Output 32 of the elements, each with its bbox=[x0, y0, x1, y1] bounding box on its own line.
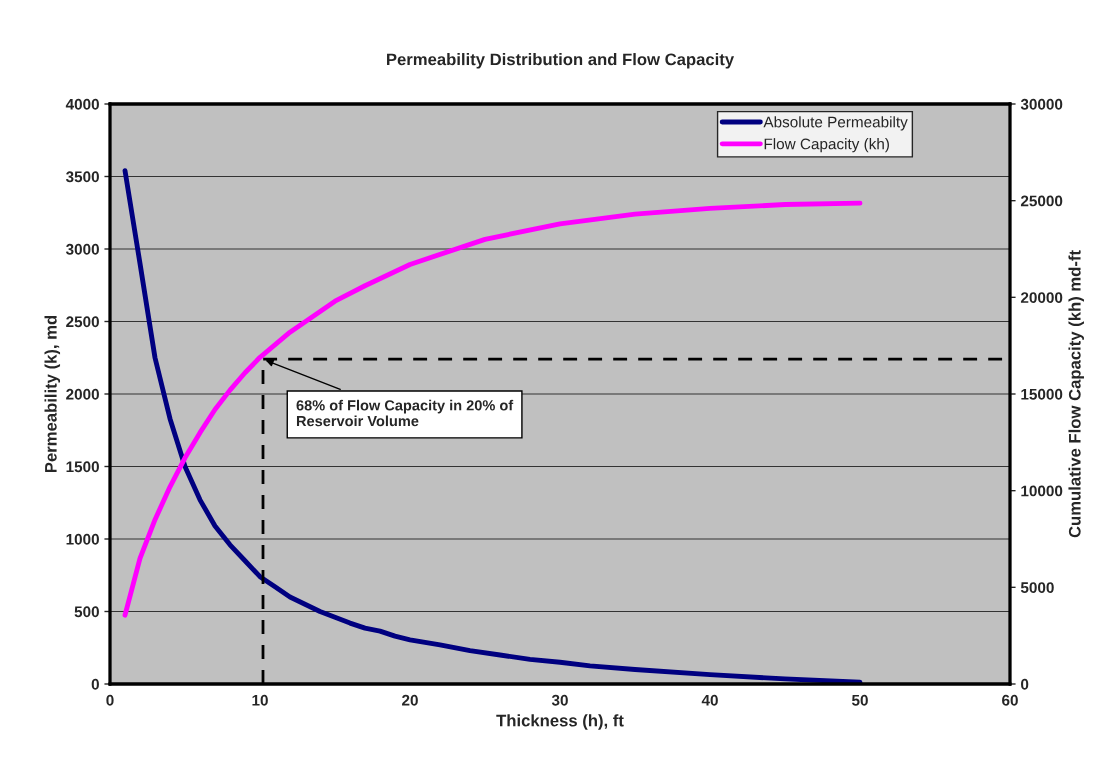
y-tick-label: 500 bbox=[74, 606, 99, 618]
y2-tick-label: 20000 bbox=[1020, 292, 1063, 304]
x-tick-label: 50 bbox=[851, 694, 868, 706]
x-tick-label: 10 bbox=[252, 694, 268, 706]
y-tick-label: 3000 bbox=[65, 243, 99, 255]
x-tick-label: 0 bbox=[106, 694, 114, 706]
y2-tick-label: 0 bbox=[1021, 678, 1029, 690]
line-series bbox=[122, 200, 863, 618]
line-series bbox=[122, 168, 863, 684]
y-tick-label: 1500 bbox=[66, 461, 99, 473]
y-tick-label: 4000 bbox=[65, 98, 99, 110]
legend-label: Flow Capacity (kh) bbox=[764, 138, 889, 153]
y-tick-label: 2000 bbox=[66, 388, 99, 400]
chart-title: Permeability Distribution and Flow Capacity bbox=[387, 53, 735, 69]
x-tick-label: 40 bbox=[701, 694, 718, 706]
y2-tick-label: 5000 bbox=[1020, 582, 1054, 594]
y2-tick-label: 10000 bbox=[1021, 485, 1063, 497]
x-tick-label: 30 bbox=[551, 694, 568, 706]
x-axis-title: Thickness (h), ft bbox=[496, 714, 624, 730]
y2-tick-label: 30000 bbox=[1020, 98, 1063, 110]
y-tick-label: 1000 bbox=[66, 533, 99, 545]
annotation: 68% of Flow Capacity in 20% of Reservoir Volume bbox=[296, 399, 514, 427]
legend-label: Absolute Permeabilty bbox=[763, 116, 908, 131]
y-axis-title: Permeability (k), md bbox=[44, 315, 61, 473]
x-tick-label: 60 bbox=[1002, 694, 1018, 706]
x-tick-label: 20 bbox=[402, 694, 418, 706]
y2-axis-title: Cumulative Flow Capacity (kh) md-ft bbox=[1068, 250, 1084, 538]
y2-tick-label: 15000 bbox=[1021, 388, 1063, 400]
y-tick-label: 2500 bbox=[66, 316, 99, 328]
y2-tick-label: 25000 bbox=[1020, 195, 1063, 207]
y-tick-label: 0 bbox=[91, 678, 99, 690]
y-tick-label: 3500 bbox=[65, 171, 99, 183]
